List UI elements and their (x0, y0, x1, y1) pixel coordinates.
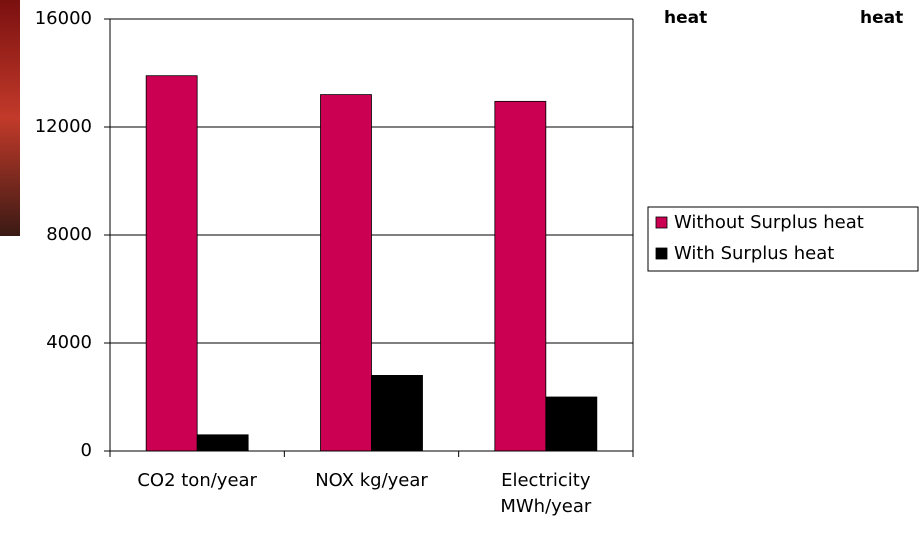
legend-box (647, 206, 919, 272)
bar (494, 100, 547, 452)
legend-label: Without Surplus heat (674, 212, 864, 233)
bar (145, 75, 198, 452)
legend-swatch (655, 216, 668, 229)
cropped-label: heat (860, 8, 904, 28)
y-tick-label: 8000 (46, 224, 92, 245)
photo-fragment (0, 0, 20, 236)
y-tick-label: 12000 (35, 116, 92, 137)
y-tick-label: 0 (81, 440, 92, 461)
y-tick-label: 4000 (46, 332, 92, 353)
x-tick-label: CO2 ton/year (137, 470, 257, 491)
bar (320, 94, 372, 452)
legend-label: With Surplus heat (674, 243, 834, 264)
bar (545, 396, 598, 452)
legend-swatch (655, 247, 668, 260)
x-tick-label: Electricity MWh/year (500, 470, 592, 517)
bar (371, 374, 423, 452)
bar (196, 434, 249, 452)
y-tick-label: 16000 (35, 8, 92, 29)
x-tick-label: NOX kg/year (315, 470, 428, 491)
cropped-label: heat (664, 8, 708, 28)
